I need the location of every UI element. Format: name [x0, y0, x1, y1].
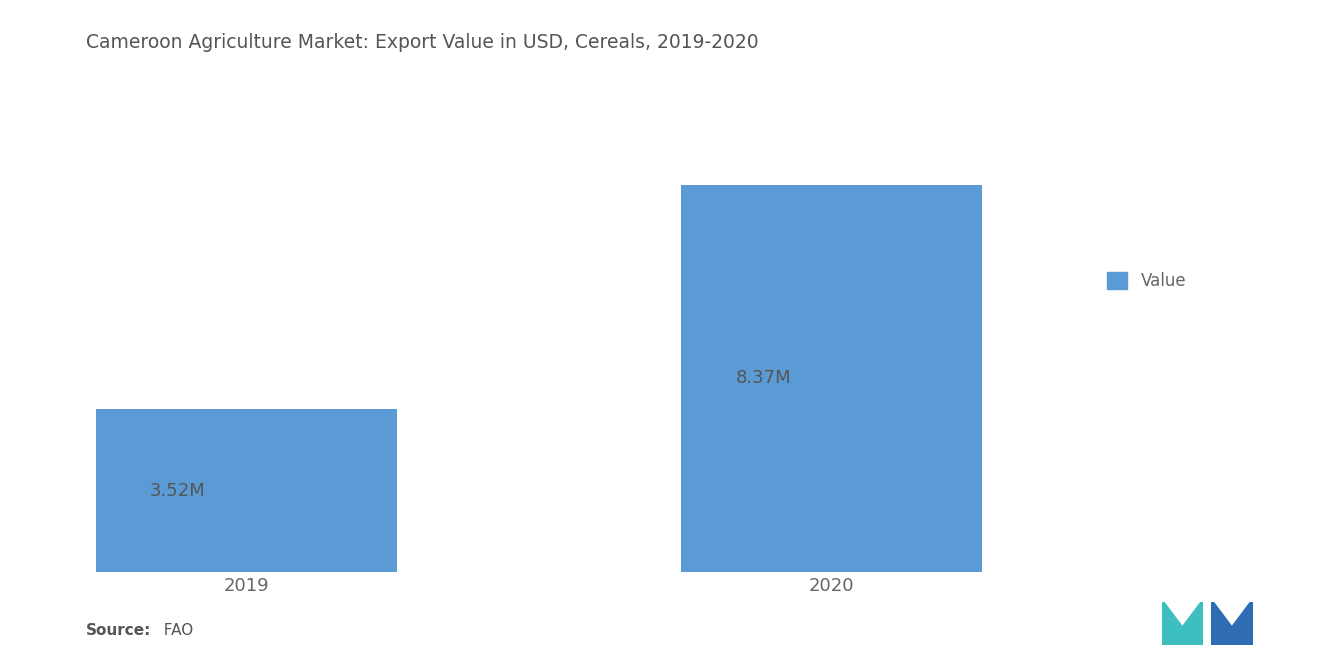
Bar [681, 185, 982, 572]
Text: Source:: Source: [86, 623, 152, 638]
Text: FAO: FAO [154, 623, 194, 638]
Polygon shape [1214, 602, 1250, 626]
Legend: Value: Value [1101, 265, 1193, 297]
Polygon shape [1162, 602, 1203, 645]
Text: Cameroon Agriculture Market: Export Value in USD, Cereals, 2019-2020: Cameroon Agriculture Market: Export Valu… [86, 33, 759, 53]
Text: 8.37M: 8.37M [735, 370, 791, 388]
Polygon shape [1212, 602, 1253, 645]
Text: 3.52M: 3.52M [150, 481, 206, 499]
Bar [96, 409, 397, 572]
Polygon shape [1164, 602, 1200, 626]
